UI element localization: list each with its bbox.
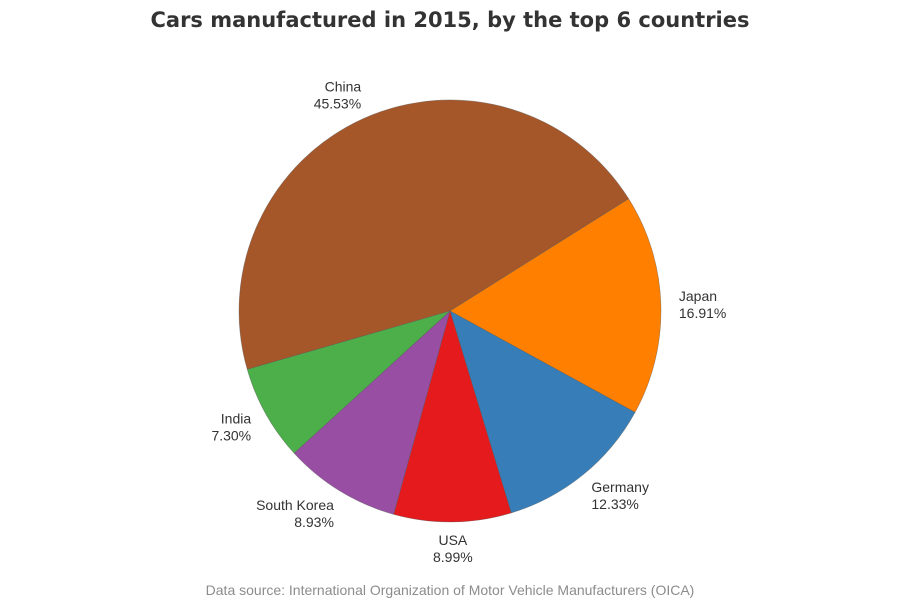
- data-source-note: Data source: International Organization …: [205, 582, 695, 598]
- chart-title: Cars manufactured in 2015, by the top 6 …: [150, 8, 750, 32]
- slice-label-name: USA: [438, 532, 467, 548]
- slice-label-name: India: [221, 411, 252, 427]
- pie-slice-india: [246, 310, 451, 454]
- slice-label-name: Germany: [591, 479, 649, 495]
- pie-slices: [238, 99, 662, 523]
- slice-label-percent: 45.53%: [314, 96, 361, 112]
- pie-slice-germany: [449, 310, 636, 514]
- pie-slice-japan: [449, 198, 662, 413]
- slice-label-name: China: [325, 79, 362, 95]
- slice-label-name: Japan: [679, 288, 717, 304]
- slice-label-percent: 12.33%: [591, 496, 638, 512]
- pie-labels: China45.53%Japan16.91%Germany12.33%USA8.…: [211, 79, 726, 565]
- slice-label-percent: 8.99%: [433, 549, 473, 565]
- pie-slice-china: [238, 99, 630, 370]
- slice-label-percent: 16.91%: [679, 305, 726, 321]
- slice-label-percent: 7.30%: [211, 428, 251, 444]
- slice-label-percent: 8.93%: [294, 514, 334, 530]
- slice-label-name: South Korea: [256, 497, 334, 513]
- pie-slice-south-korea: [293, 310, 451, 515]
- pie-slice-usa: [393, 309, 512, 523]
